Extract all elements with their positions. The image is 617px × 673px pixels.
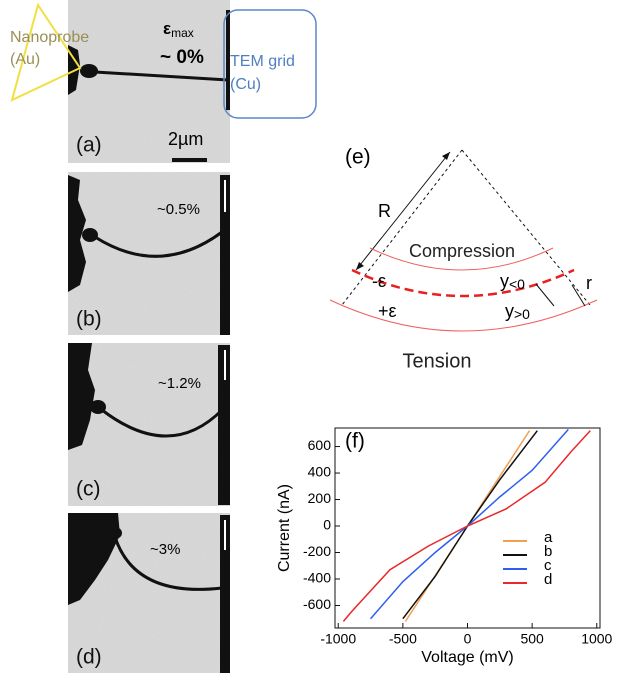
strain-value: ~3%	[150, 541, 180, 558]
y-tick-label: -400	[303, 570, 331, 586]
probe-outline	[10, 2, 82, 102]
grid-outline	[223, 9, 317, 119]
x-tick-label: -500	[389, 631, 417, 647]
scale-label: 2µm	[168, 129, 203, 149]
legend-label: c	[544, 557, 552, 574]
minus-epsilon: -ε	[372, 271, 386, 291]
compression-arc	[369, 247, 554, 271]
legend-label: a	[544, 529, 553, 546]
legend-label: d	[544, 571, 552, 588]
x-axis-label: Voltage (mV)	[421, 649, 513, 666]
probe-material: (Au)	[10, 51, 40, 68]
arrow-head	[442, 152, 450, 160]
probe	[68, 343, 95, 450]
tem-panels	[10, 0, 317, 673]
panel-label: (d)	[76, 646, 102, 669]
iv-curve	[342, 430, 591, 622]
panel-label: (e)	[345, 146, 371, 169]
neutral-arc	[351, 268, 575, 298]
r-label: r	[586, 273, 592, 293]
plus-epsilon: +ε	[378, 301, 397, 321]
grid-edge	[220, 175, 230, 335]
grid-label: TEM grid	[230, 53, 295, 70]
y-tick-label: 400	[308, 464, 332, 480]
x-tick-label: 1000	[581, 631, 612, 647]
probe	[68, 513, 120, 605]
grid-edge	[226, 10, 230, 110]
strain-value: ~0.5%	[157, 201, 200, 218]
y-tick-label: 600	[308, 437, 332, 453]
probe	[68, 175, 86, 292]
nanowire	[113, 536, 223, 591]
y-sub: >0	[514, 306, 530, 322]
nanowire	[94, 70, 229, 82]
panel-label: (b)	[76, 308, 102, 331]
y-axis-label: Current (nA)	[276, 484, 293, 572]
y-positive: y>0	[505, 301, 530, 322]
strain-value: ~1.2%	[158, 375, 201, 392]
grid-edge	[220, 515, 230, 673]
y-tick-label: -200	[303, 543, 331, 559]
nanowire	[101, 408, 224, 438]
y-tick-label: 200	[308, 490, 332, 506]
blob	[82, 228, 98, 242]
radius-label: R	[378, 201, 391, 221]
strain-symbol: εmax	[163, 19, 194, 40]
y-arrow	[535, 283, 555, 307]
arrow-head	[356, 262, 364, 270]
legend-label: b	[544, 543, 552, 560]
x-tick-label: 500	[520, 631, 544, 647]
tension-arc	[329, 299, 598, 332]
y-tick-label: 0	[323, 517, 331, 533]
panel-label: (f)	[345, 430, 365, 453]
radius-line	[461, 149, 591, 306]
tension-label: Tension	[403, 350, 472, 372]
epsilon-sub: max	[171, 26, 194, 40]
bending-diagram	[329, 149, 598, 332]
y-symbol: y	[505, 301, 514, 321]
compression-label: Compression	[409, 241, 515, 261]
panel-label: (c)	[76, 478, 101, 501]
grid-material: (Cu)	[230, 76, 261, 93]
iv-chart: -1000 -500 0 500 1000 -600 -400 -200 0 200 400 600 V…	[276, 427, 613, 666]
r-arrow	[571, 284, 586, 307]
y-sub: <0	[509, 276, 525, 292]
plot-frame	[334, 427, 601, 629]
grid-edge	[218, 345, 230, 505]
x-tick-label: 0	[464, 631, 472, 647]
nanowire	[94, 230, 223, 258]
y-tick-label: -600	[303, 596, 331, 612]
radius-arrow	[355, 151, 451, 271]
panel-label: (a)	[76, 134, 102, 157]
panel-texture	[68, 0, 230, 163]
blob	[80, 64, 98, 78]
radius-line	[341, 149, 463, 306]
iv-curve	[369, 428, 569, 620]
panel-texture	[68, 172, 230, 335]
blob	[108, 527, 122, 539]
strain-value: ~ 0%	[160, 47, 204, 68]
y-symbol: y	[500, 271, 509, 291]
x-tick-label: -1000	[320, 631, 356, 647]
epsilon: ε	[163, 19, 171, 38]
y-negative: y<0	[500, 271, 525, 292]
probe-label: Nanoprobe	[10, 29, 89, 46]
